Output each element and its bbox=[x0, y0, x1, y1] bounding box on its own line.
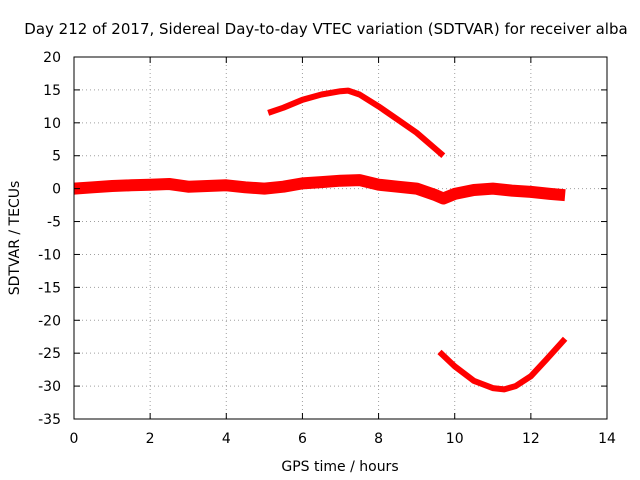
y-tick-label: -20 bbox=[38, 313, 61, 329]
y-tick-label: 10 bbox=[43, 116, 61, 132]
series-line-lower-arc bbox=[437, 336, 568, 393]
plot-frame bbox=[73, 56, 608, 420]
series-line-main-band bbox=[73, 174, 566, 205]
x-tick-label: 0 bbox=[70, 431, 79, 447]
x-tick-label: 2 bbox=[146, 431, 155, 447]
y-tick-label: -10 bbox=[38, 247, 61, 263]
series-line-upper-arc bbox=[267, 87, 446, 158]
y-tick-label: -15 bbox=[38, 280, 61, 296]
x-tick-label: 8 bbox=[374, 431, 383, 447]
y-tick-label: 5 bbox=[52, 149, 61, 165]
data-series bbox=[73, 87, 568, 393]
x-tick-label: 4 bbox=[222, 431, 231, 447]
chart-title: Day 212 of 2017, Sidereal Day-to-day VTE… bbox=[24, 20, 627, 38]
axis-ticks: 0 2 4 6 8 10 12 14 -35 -30 -25 -20 -15 -10 -5 0 5 10 15 20 bbox=[38, 50, 616, 447]
y-tick-label: 15 bbox=[43, 83, 61, 99]
y-tick-label: -5 bbox=[47, 215, 61, 231]
y-tick-label: -25 bbox=[38, 346, 61, 362]
x-tick-label: 14 bbox=[598, 431, 616, 447]
x-axis-label: GPS time / hours bbox=[281, 459, 398, 475]
x-tick-label: 10 bbox=[446, 431, 464, 447]
y-tick-label: 20 bbox=[43, 50, 61, 66]
y-tick-label: -35 bbox=[38, 412, 61, 428]
y-tick-label: -30 bbox=[38, 379, 61, 395]
y-tick-label: 0 bbox=[52, 182, 61, 198]
y-axis-label: SDTVAR / TECUs bbox=[7, 181, 23, 296]
x-tick-label: 6 bbox=[298, 431, 307, 447]
x-tick-label: 12 bbox=[522, 431, 540, 447]
